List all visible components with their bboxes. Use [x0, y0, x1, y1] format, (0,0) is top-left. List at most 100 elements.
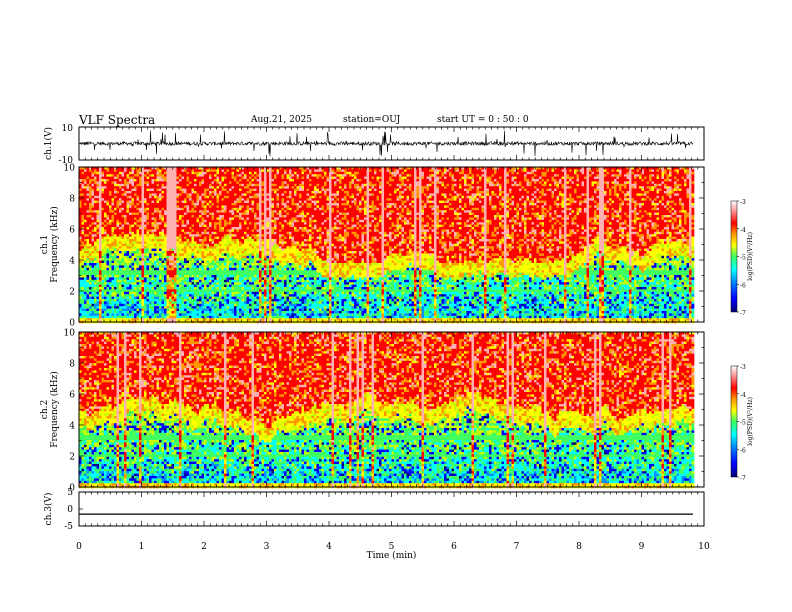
heatmap-cell [149, 220, 152, 223]
heatmap-cell [259, 273, 262, 276]
heatmap-cell [222, 222, 225, 225]
heatmap-cell [87, 222, 90, 225]
heatmap-cell [109, 306, 112, 309]
heatmap-cell [252, 189, 255, 192]
heatmap-cell [94, 232, 97, 235]
heatmap-cell [132, 201, 135, 204]
heatmap-cell [172, 258, 175, 261]
heatmap-cell [124, 225, 127, 228]
heatmap-cell [174, 203, 177, 206]
heatmap-cell [199, 205, 202, 208]
heatmap-cell [189, 179, 192, 182]
heatmap-cell [117, 294, 120, 297]
heatmap-cell [124, 210, 127, 213]
heatmap-cell [187, 258, 190, 261]
heatmap-cell [147, 261, 150, 264]
heatmap-cell [137, 256, 140, 259]
heatmap-cell [222, 263, 225, 266]
heatmap-cell [152, 196, 155, 199]
heatmap-cell [254, 249, 257, 252]
heatmap-cell [257, 316, 260, 319]
heatmap-cell [172, 275, 175, 278]
heatmap-cell [242, 285, 245, 288]
heatmap-cell [179, 285, 182, 288]
heatmap-cell [119, 285, 122, 288]
heatmap-cell [122, 169, 125, 172]
heatmap-cell [102, 213, 105, 216]
heatmap-cell [174, 191, 177, 194]
heatmap-cell [159, 213, 162, 216]
heatmap-cell [84, 273, 87, 276]
heatmap-cell [134, 232, 137, 235]
heatmap-cell [82, 177, 85, 180]
heatmap-cell [242, 251, 245, 254]
heatmap-cell [169, 287, 172, 290]
heatmap-cell [139, 256, 142, 259]
heatmap-cell [202, 306, 205, 309]
heatmap-cell [169, 232, 172, 235]
heatmap-cell [112, 193, 115, 196]
heatmap-cell [89, 227, 92, 230]
heatmap-cell [242, 304, 245, 307]
heatmap-cell [182, 241, 185, 244]
heatmap-cell [259, 309, 262, 312]
heatmap-cell [154, 229, 157, 232]
heatmap-cell [217, 268, 220, 271]
heatmap-cell [262, 246, 265, 249]
heatmap-cell [172, 210, 175, 213]
heatmap-cell [139, 184, 142, 187]
heatmap-cell [234, 213, 237, 216]
heatmap-cell [247, 229, 250, 232]
heatmap-cell [184, 301, 187, 304]
heatmap-cell [94, 181, 97, 184]
heatmap-cell [154, 215, 157, 218]
heatmap-cell [202, 304, 205, 307]
heatmap-cell [172, 179, 175, 182]
heatmap-cell [184, 189, 187, 192]
heatmap-cell [117, 265, 120, 268]
heatmap-cell [209, 304, 212, 307]
heatmap-cell [202, 287, 205, 290]
heatmap-cell [142, 301, 145, 304]
heatmap-cell [109, 244, 112, 247]
heatmap-cell [184, 282, 187, 285]
heatmap-cell [129, 318, 132, 321]
heatmap-cell [94, 253, 97, 256]
heatmap-cell [134, 287, 137, 290]
heatmap-cell [204, 234, 207, 237]
heatmap-cell [129, 263, 132, 266]
heatmap-cell [139, 213, 142, 216]
heatmap-cell [122, 229, 125, 232]
heatmap-cell [87, 217, 90, 220]
heatmap-cell [197, 256, 200, 259]
heatmap-cell [99, 251, 102, 254]
heatmap-cell [199, 311, 202, 314]
heatmap-cell [229, 201, 232, 204]
heatmap-cell [179, 237, 182, 240]
heatmap-cell [259, 203, 262, 206]
heatmap-cell [134, 273, 137, 276]
heatmap-cell [172, 265, 175, 268]
heatmap-cell [164, 287, 167, 290]
heatmap-cell [114, 196, 117, 199]
heatmap-cell [164, 301, 167, 304]
heatmap-cell [224, 277, 227, 280]
heatmap-cell [134, 191, 137, 194]
heatmap-cell [82, 282, 85, 285]
heatmap-cell [144, 316, 147, 319]
heatmap-cell [237, 316, 240, 319]
heatmap-cell [184, 280, 187, 283]
heatmap-cell [187, 273, 190, 276]
heatmap-cell [209, 193, 212, 196]
heatmap-cell [237, 222, 240, 225]
heatmap-cell [194, 234, 197, 237]
heatmap-cell [132, 203, 135, 206]
heatmap-cell [207, 203, 210, 206]
heatmap-cell [202, 263, 205, 266]
heatmap-cell [114, 297, 117, 300]
heatmap-cell [234, 196, 237, 199]
heatmap-cell [202, 189, 205, 192]
heatmap-cell [244, 253, 247, 256]
heatmap-cell [192, 253, 195, 256]
heatmap-cell [197, 210, 200, 213]
